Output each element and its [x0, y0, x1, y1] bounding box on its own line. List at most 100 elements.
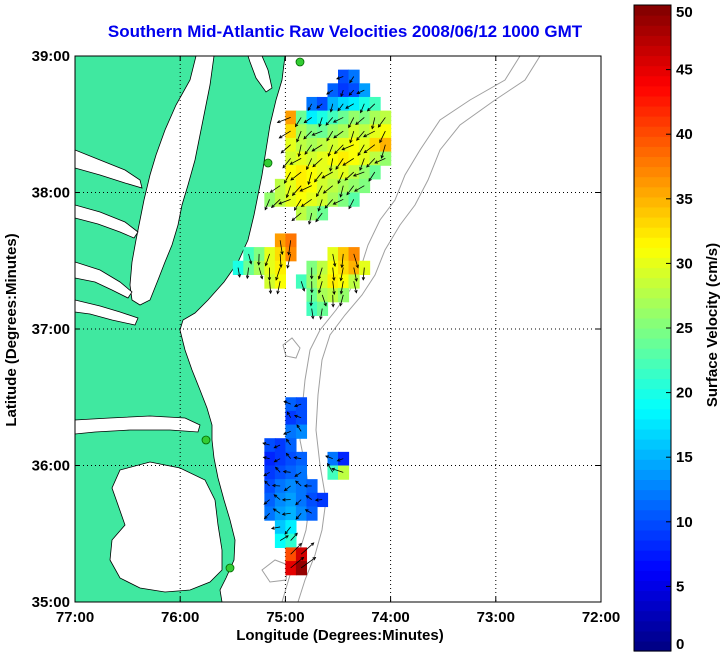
colorbar-label: Surface Velocity (cm/s) — [704, 243, 721, 407]
velocity-vector — [283, 431, 291, 435]
velocity-vector — [272, 508, 281, 514]
velocity-vector — [354, 185, 365, 192]
colorbar-step — [634, 277, 671, 289]
velocity-vector — [258, 267, 264, 280]
velocity-vector — [286, 411, 292, 418]
colorbar-step — [634, 358, 671, 369]
velocity-vector — [296, 424, 302, 432]
colorbar-step — [634, 186, 671, 198]
velocity-vector — [359, 103, 365, 114]
velocity-vector — [327, 144, 334, 157]
colorbar-step — [634, 378, 671, 390]
isobath-2 — [297, 56, 541, 602]
colorbar-step — [634, 499, 671, 511]
velocity-vector — [341, 144, 354, 151]
velocity-cell — [306, 137, 318, 153]
delaware-bay — [247, 56, 273, 93]
colorbar-step — [634, 297, 671, 309]
velocity-vector — [279, 535, 289, 541]
colorbar-step — [634, 590, 671, 602]
grid-lines — [75, 56, 601, 602]
velocity-cell — [295, 561, 308, 576]
velocity-cell — [359, 137, 371, 153]
velocity-vector — [339, 185, 344, 198]
velocity-vector — [322, 185, 333, 194]
velocity-vector — [342, 158, 354, 166]
velocity-vector — [280, 144, 291, 154]
colorbar-step — [634, 55, 671, 67]
velocity-vector — [314, 171, 323, 183]
river-rappahannock — [75, 204, 139, 239]
velocity-vector — [262, 442, 270, 446]
velocity-vector — [357, 144, 365, 157]
velocity-cell — [338, 451, 350, 467]
velocity-cell — [274, 506, 286, 521]
colorbar-step — [634, 65, 671, 77]
velocity-vector — [308, 212, 313, 225]
velocity-cell — [306, 124, 318, 139]
x-tick-label: 74:00 — [371, 609, 409, 626]
velocity-vector — [332, 253, 337, 267]
colorbar-tick-label: 25 — [676, 320, 693, 337]
colorbar-step — [634, 116, 671, 127]
colorbar-step — [634, 287, 671, 299]
velocity-vector — [300, 198, 312, 207]
colorbar-step — [634, 469, 671, 481]
velocity-cell — [348, 165, 360, 180]
velocity-vector — [263, 499, 270, 505]
velocity-vector — [285, 185, 292, 199]
velocity-cell — [264, 479, 276, 494]
velocity-cell — [295, 492, 308, 508]
velocity-vector — [340, 89, 344, 98]
velocity-cell — [306, 178, 318, 194]
velocity-vector — [304, 144, 313, 155]
colorbar-step — [634, 328, 671, 339]
velocity-cell — [274, 520, 286, 535]
colorbar-step — [634, 630, 671, 642]
velocity-vector — [295, 499, 302, 506]
velocity-vector — [273, 444, 281, 449]
velocity-cell — [369, 137, 381, 153]
velocity-cell — [316, 96, 329, 112]
velocity-cell — [369, 124, 381, 139]
velocity-vector — [332, 117, 344, 123]
velocity-cell — [295, 479, 308, 494]
velocity-vector — [270, 199, 281, 209]
velocity-vector — [311, 130, 323, 136]
velocity-cell — [348, 69, 360, 84]
velocity-vector — [262, 456, 270, 460]
colorbar: 0 5 10 15 20 25 30 35 40 45 50 — [633, 4, 693, 653]
river-potomac — [75, 149, 143, 189]
colorbar-step — [634, 146, 671, 158]
velocity-cell — [348, 96, 360, 112]
velocity-vector — [321, 294, 327, 307]
velocity-vector — [329, 158, 334, 172]
velocity-cell — [380, 151, 392, 166]
velocity-cell — [295, 178, 308, 194]
velocity-cell — [285, 424, 297, 439]
velocity-vector — [293, 403, 302, 408]
velocity-cell — [285, 165, 297, 180]
velocity-vector — [332, 281, 336, 295]
velocity-cell — [327, 165, 339, 180]
velocity-cell — [285, 110, 297, 125]
velocity-vector — [366, 103, 376, 112]
velocity-vector — [286, 253, 292, 269]
velocity-cell — [380, 110, 392, 125]
velocity-vector — [309, 267, 314, 280]
colorbar-step — [634, 600, 671, 612]
colorbar-step — [634, 539, 671, 551]
colorbar-tick-label: 0 — [676, 636, 684, 653]
velocity-vector — [374, 158, 386, 164]
velocity-vector — [287, 240, 292, 256]
velocity-cell — [285, 506, 297, 521]
colorbar-step — [634, 45, 671, 57]
x-tick-label: 75:00 — [266, 609, 304, 626]
velocity-cell — [348, 192, 360, 207]
colorbar-tick-label: 5 — [676, 578, 684, 595]
velocity-vector — [273, 494, 281, 500]
velocity-vector — [316, 103, 323, 109]
velocity-cell — [338, 96, 350, 112]
velocity-vector — [316, 185, 323, 198]
